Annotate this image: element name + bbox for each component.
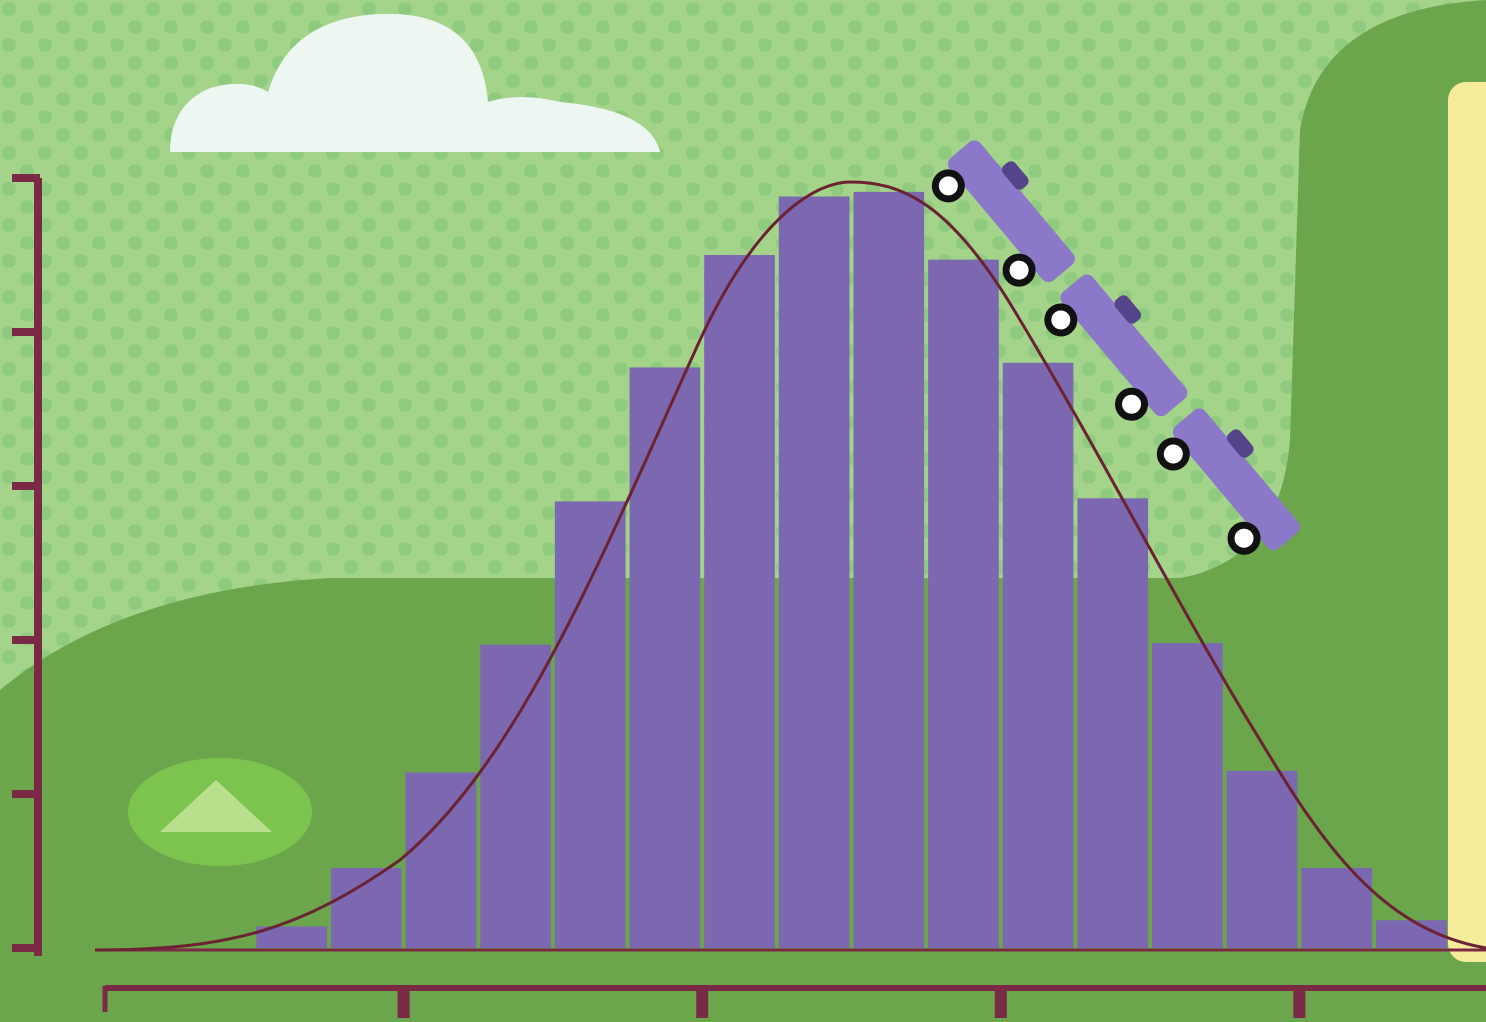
coaster-car [1060,274,1188,417]
bar [554,501,626,948]
coaster-seat [1001,161,1029,190]
bar [853,191,925,949]
wheel [1156,437,1190,471]
bar [1152,643,1223,948]
bar [1226,770,1298,948]
bar [704,255,775,948]
cloud [170,13,660,152]
bar [1077,498,1149,948]
wheel [1002,253,1036,287]
coaster-seat [1114,295,1142,324]
coaster-car [947,140,1075,283]
normal-curve [94,180,1486,952]
up-button[interactable] [128,758,312,866]
bar [330,867,402,948]
bar [480,644,551,948]
roller-coaster [931,140,1300,555]
bar [1376,920,1447,948]
wheel [1227,521,1261,555]
bar [928,259,999,948]
bar [778,196,850,949]
side-panel [1448,82,1486,962]
wheel [931,169,965,203]
bar [629,367,701,948]
bar [256,926,327,948]
wheel [1115,387,1149,421]
coaster-car [1172,408,1300,551]
bar [405,772,477,948]
coaster-seat [1226,429,1254,458]
bar [1002,362,1074,948]
wheel [1044,303,1078,337]
button-arrow[interactable] [160,780,272,832]
plot [12,174,1486,1018]
